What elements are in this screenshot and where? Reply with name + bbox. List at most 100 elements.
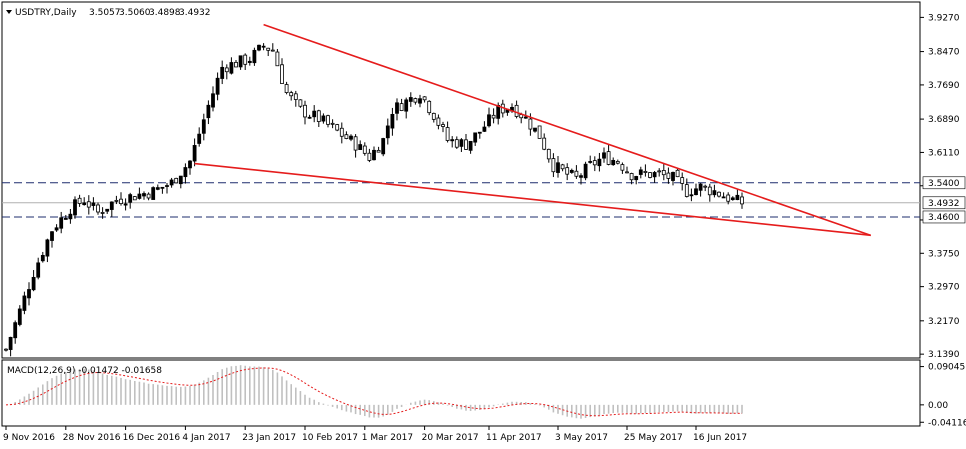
candle-body bbox=[330, 122, 335, 125]
chart-header: USDTRY,Daily 3.5057 3.5060 3.4898 3.4932 bbox=[6, 8, 211, 18]
candle-body bbox=[625, 171, 629, 174]
candle-body bbox=[63, 218, 68, 220]
candle-body bbox=[252, 49, 257, 64]
price-label-box bbox=[922, 210, 966, 224]
candle-body bbox=[671, 171, 675, 181]
candle-body bbox=[59, 217, 64, 229]
candle-body bbox=[712, 190, 717, 196]
candle-body bbox=[652, 172, 657, 178]
candle-body bbox=[436, 117, 441, 126]
candle-body bbox=[321, 115, 326, 122]
candle-body bbox=[588, 161, 593, 163]
candle-body bbox=[546, 148, 551, 160]
candle-body bbox=[381, 138, 386, 155]
time-tick-label: 9 Nov 2016 bbox=[3, 433, 55, 443]
candle-body bbox=[473, 132, 478, 143]
candle-body bbox=[638, 169, 643, 175]
candle-body bbox=[735, 194, 740, 201]
trendlines bbox=[194, 23, 872, 237]
candle-body bbox=[569, 169, 574, 173]
candle-body bbox=[339, 127, 344, 137]
candle-body bbox=[13, 322, 18, 339]
time-tick-label: 4 Jan 2017 bbox=[182, 433, 230, 443]
candle-body bbox=[293, 93, 298, 100]
candle-body bbox=[730, 197, 735, 201]
candle-body bbox=[574, 170, 579, 177]
candle-body bbox=[155, 187, 160, 190]
candle-body bbox=[740, 196, 744, 205]
candle-body bbox=[542, 137, 547, 150]
candle-body bbox=[146, 193, 151, 199]
time-tick-label: 16 Jun 2017 bbox=[693, 433, 747, 443]
candle-body bbox=[611, 159, 616, 166]
macd-signal-line bbox=[5, 367, 743, 417]
price-tick-label: 3.1390 bbox=[928, 350, 960, 360]
candle-body bbox=[257, 44, 261, 51]
price-label-box bbox=[922, 176, 966, 190]
candle-body bbox=[197, 133, 202, 144]
candle-body bbox=[634, 176, 639, 181]
candle-body bbox=[211, 93, 215, 108]
candle-body bbox=[45, 239, 50, 257]
candle-body bbox=[592, 160, 597, 166]
candle-body bbox=[17, 308, 22, 325]
candle-body bbox=[533, 127, 537, 132]
chart-title: USDTRY,Daily bbox=[15, 8, 77, 18]
candle-body bbox=[132, 196, 137, 201]
time-tick-label: 1 Mar 2017 bbox=[362, 433, 413, 443]
candle-body bbox=[620, 164, 625, 171]
candle-body bbox=[445, 127, 450, 141]
ohlc-high: 3.5060 bbox=[119, 8, 151, 18]
time-tick-label: 3 May 2017 bbox=[555, 433, 608, 443]
candle-body bbox=[395, 102, 399, 114]
candle-body bbox=[450, 139, 455, 142]
candle-body bbox=[353, 136, 358, 151]
candle-body bbox=[358, 144, 363, 150]
candle-body bbox=[303, 104, 307, 118]
candle-body bbox=[165, 185, 169, 187]
candle-body bbox=[128, 194, 133, 203]
candle-body bbox=[703, 185, 708, 188]
candle-body bbox=[192, 145, 197, 162]
candle-body bbox=[367, 152, 372, 161]
candle-body bbox=[491, 114, 496, 119]
candle-body bbox=[551, 158, 556, 173]
candle-body bbox=[215, 77, 220, 95]
candle-body bbox=[4, 348, 8, 351]
chart-menu-arrow-icon[interactable] bbox=[6, 10, 12, 14]
price-label-text: 3.4600 bbox=[928, 213, 960, 223]
candle-body bbox=[362, 145, 367, 154]
candle-body bbox=[100, 212, 105, 214]
candle-body bbox=[188, 160, 192, 169]
candle-body bbox=[243, 54, 248, 65]
macd-label: MACD(12,26,9) -0.01472 -0.01658 bbox=[7, 366, 162, 376]
price-labels: 3.5400 3.4932 3.4600 bbox=[922, 176, 966, 224]
candle-body bbox=[413, 98, 418, 103]
candle-body bbox=[234, 61, 238, 68]
price-tick-label: 3.6110 bbox=[928, 148, 960, 158]
candle-body bbox=[441, 124, 445, 127]
candle-body bbox=[643, 170, 648, 173]
candle-body bbox=[657, 170, 662, 173]
candle-body bbox=[142, 193, 146, 197]
candle-body bbox=[224, 67, 229, 73]
candle-body bbox=[220, 66, 225, 79]
candle-body bbox=[77, 197, 82, 204]
time-tick-label: 23 Jan 2017 bbox=[242, 433, 296, 443]
candle-body bbox=[675, 169, 680, 178]
candle-body bbox=[119, 198, 123, 205]
candle-body bbox=[86, 201, 91, 208]
candle-body bbox=[523, 116, 528, 119]
candle-body bbox=[289, 92, 294, 97]
candle-body bbox=[459, 139, 464, 147]
macd-panel-frame bbox=[1, 359, 921, 427]
ohlc-open: 3.5057 bbox=[89, 8, 121, 18]
candle-body bbox=[284, 84, 289, 93]
price-label-box bbox=[922, 196, 966, 210]
candle-body bbox=[721, 196, 726, 199]
price-tick-label: 3.9270 bbox=[928, 13, 960, 23]
candle-body bbox=[109, 201, 114, 210]
macd-tick-label: 0.00 bbox=[928, 401, 948, 411]
candle-body bbox=[307, 116, 312, 119]
candle-body bbox=[482, 126, 487, 132]
